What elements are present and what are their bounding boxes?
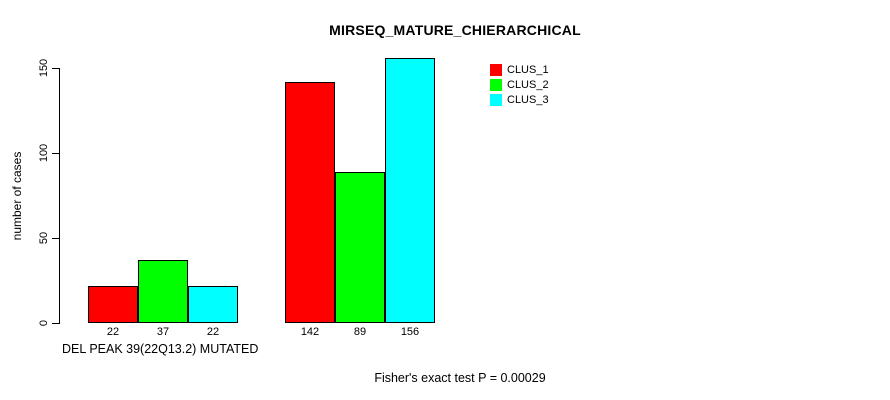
- y-tick-label: 0: [38, 319, 50, 327]
- x-axis-label: DEL PEAK 39(22Q13.2) MUTATED: [62, 342, 259, 356]
- legend-swatch-icon: [490, 94, 502, 106]
- legend-item-clus_3: CLUS_3: [490, 94, 549, 107]
- y-tick-mark: [52, 68, 60, 69]
- y-tick-mark: [52, 323, 60, 324]
- y-tick-mark: [52, 153, 60, 154]
- legend-label: CLUS_2: [507, 79, 549, 91]
- bar-clus_2-group2: [335, 172, 385, 323]
- legend-item-clus_2: CLUS_2: [490, 79, 549, 92]
- bar-value-label: 37: [156, 326, 170, 338]
- legend-label: CLUS_3: [507, 94, 549, 106]
- bar-clus_3-group1: [188, 286, 238, 323]
- y-axis-line: [59, 68, 60, 324]
- y-tick-label: 100: [38, 143, 50, 163]
- bar-value-label: 22: [206, 326, 220, 338]
- bar-value-label: 156: [400, 326, 420, 338]
- legend-label: CLUS_1: [507, 64, 549, 76]
- legend-swatch-icon: [490, 79, 502, 91]
- legend-swatch-icon: [490, 64, 502, 76]
- chart-title: MIRSEQ_MATURE_CHIERARCHICAL: [329, 22, 581, 38]
- bar-clus_1-group1: [88, 286, 138, 323]
- bar-value-label: 89: [353, 326, 367, 338]
- bar-value-label: 22: [106, 326, 120, 338]
- bar-value-label: 142: [300, 326, 320, 338]
- bar-clus_2-group1: [138, 260, 188, 323]
- y-tick-label: 50: [38, 231, 50, 245]
- annotation-text: Fisher's exact test P = 0.00029: [374, 371, 546, 385]
- y-axis-label: number of cases: [10, 151, 24, 241]
- bar-clus_1-group2: [285, 82, 335, 323]
- bar-clus_3-group2: [385, 58, 435, 323]
- y-tick-mark: [52, 238, 60, 239]
- legend-item-clus_1: CLUS_1: [490, 64, 549, 77]
- y-tick-label: 150: [38, 58, 50, 78]
